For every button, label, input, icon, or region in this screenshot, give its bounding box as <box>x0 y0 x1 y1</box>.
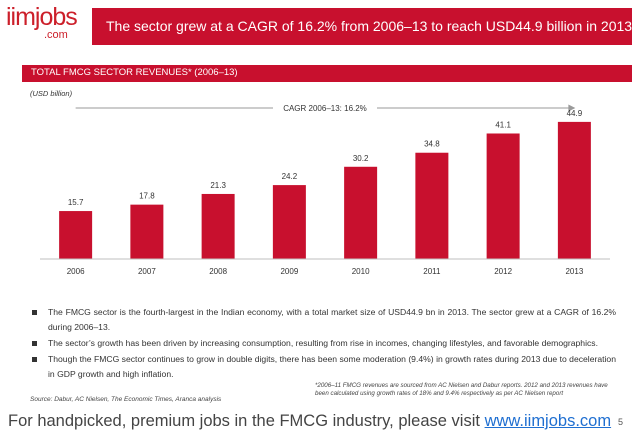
cagr-annotation: CAGR 2006–13: 16.2% <box>283 104 367 113</box>
x-tick-label-2009: 2009 <box>280 267 298 276</box>
cagr-arrow-head <box>568 104 576 112</box>
data-label-2012: 41.1 <box>495 120 511 129</box>
bar-2007 <box>130 204 164 259</box>
header-bar: The sector grew at a CAGR of 16.2% from … <box>92 8 632 45</box>
bullet-item: Though the FMCG sector continues to grow… <box>30 352 616 382</box>
bar-2009 <box>272 185 306 259</box>
x-tick-label-2011: 2011 <box>423 267 441 276</box>
bar-2013 <box>557 121 591 260</box>
chart-title: TOTAL FMCG SECTOR REVENUES* (2006–13) <box>31 67 238 78</box>
bullet-item: The FMCG sector is the fourth-largest in… <box>30 305 616 335</box>
page-number: 5 <box>618 417 624 427</box>
bar-2010 <box>344 166 378 259</box>
bar-2011 <box>415 152 449 259</box>
bar-2006 <box>59 211 93 259</box>
x-tick-label-2006: 2006 <box>67 267 85 276</box>
chart-unit-label: (USD billion) <box>30 89 73 98</box>
data-label-2010: 30.2 <box>353 154 369 163</box>
footer-text: For handpicked, premium jobs in the FMCG… <box>8 412 485 430</box>
x-tick-label-2007: 2007 <box>138 267 156 276</box>
logo-brand-text: iimjobs <box>6 3 78 31</box>
bar-chart: CAGR 2006–13: 16.2% 15.7 17.8 21.3 24.2 30.2… <box>40 104 610 276</box>
source-note: Source: Dabur, AC Nielsen, The Economic … <box>30 396 222 403</box>
x-tick-label-2013: 2013 <box>565 267 583 276</box>
data-label-2013: 44.9 <box>567 109 583 118</box>
bar-2012 <box>486 133 520 259</box>
bar-2008 <box>201 193 235 259</box>
x-tick-label-2010: 2010 <box>352 267 370 276</box>
x-tick-label-2012: 2012 <box>494 267 512 276</box>
data-label-2006: 15.7 <box>68 198 84 207</box>
section-bar: TOTAL FMCG SECTOR REVENUES* (2006–13) <box>22 65 632 82</box>
data-label-2009: 24.2 <box>282 172 298 181</box>
slide-title: The sector grew at a CAGR of 16.2% from … <box>106 18 633 34</box>
footer-cta: For handpicked, premium jobs in the FMCG… <box>8 412 611 431</box>
iimjobs-logo[interactable]: iimjobs .com <box>6 4 78 42</box>
footnote: *2006–11 FMCG revenues are sourced from … <box>315 382 608 397</box>
data-label-2008: 21.3 <box>210 181 226 190</box>
logo-tld-text: .com <box>44 29 68 41</box>
bullet-list: The FMCG sector is the fourth-largest in… <box>30 305 616 383</box>
data-label-2011: 34.8 <box>424 140 440 149</box>
bullet-item: The sector’s growth has been driven by i… <box>30 336 616 351</box>
data-label-2007: 17.8 <box>139 192 155 201</box>
footer-link[interactable]: www.iimjobs.com <box>484 412 612 430</box>
x-tick-label-2008: 2008 <box>209 267 227 276</box>
